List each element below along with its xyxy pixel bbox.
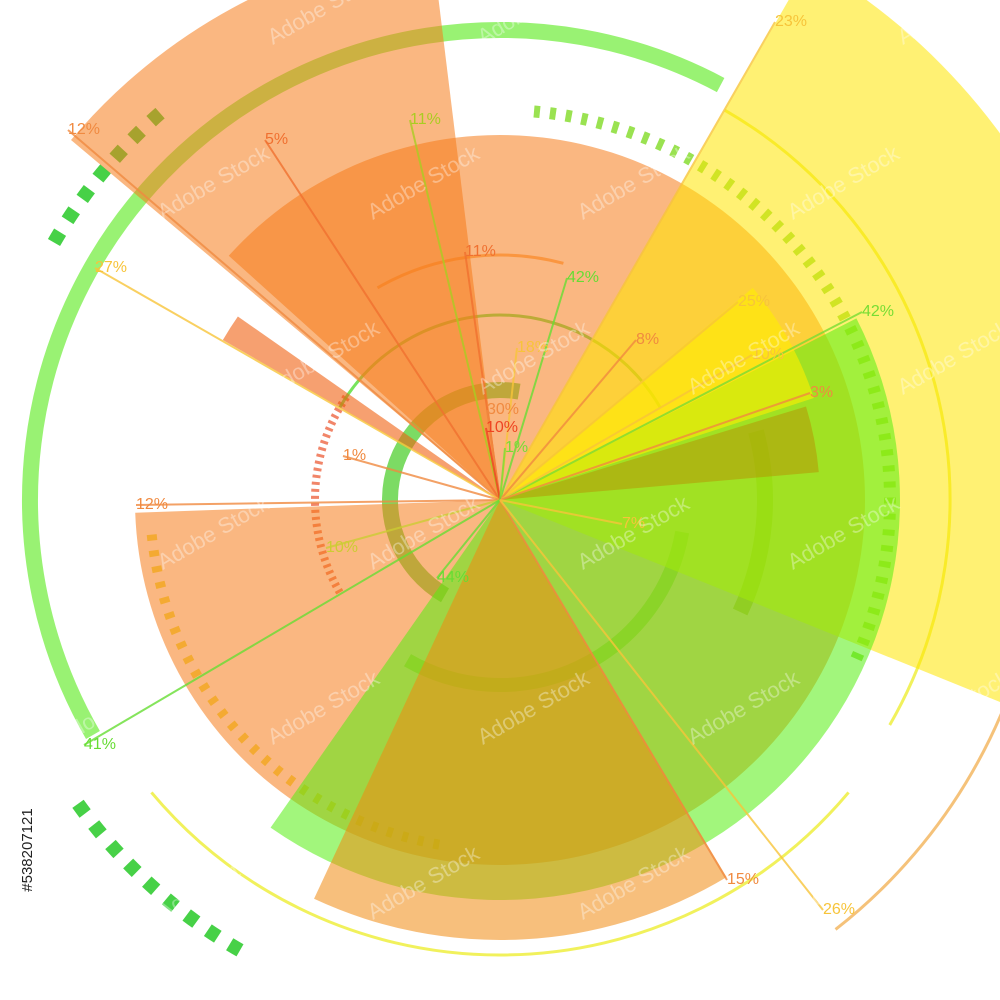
ring-arc [533,105,896,668]
percent-label: 10% [486,419,518,436]
leader-line [264,139,501,501]
ring-arc [311,391,352,595]
percent-label: 7% [622,515,645,532]
wedge [500,287,814,500]
watermark: Adobe Stock [993,840,1000,925]
percent-label: 25% [738,293,770,310]
leader-line [83,499,501,746]
leader-line [485,427,501,501]
ring-arc [150,791,850,957]
percent-label: 27% [95,259,127,276]
shapes [22,0,1000,957]
leader-line [342,455,501,501]
leader-line [499,311,863,501]
leader-line [499,499,728,881]
leader-line [499,499,623,525]
percent-label: 8% [636,331,659,348]
wedge [500,406,819,500]
percent-label: 23% [775,13,807,30]
leader-line [499,339,637,501]
leader-line [94,267,501,501]
percent-label: 1% [343,447,366,464]
percent-label: 10% [752,346,784,363]
ring-arc [68,794,244,957]
watermark: Adobe Stock [893,0,1000,49]
ring-arc [834,712,1000,931]
leader-line [436,499,501,579]
percent-label: 44% [437,569,469,586]
leader-line [499,447,506,501]
percent-label: 12% [136,496,168,513]
stock-id: #538207121 [19,808,36,891]
leader-line [67,129,501,501]
percent-label: 26% [823,901,855,918]
percent-label: 42% [862,303,894,320]
leader-line [409,119,501,501]
leader-line [499,392,811,501]
percent-label: 42% [567,269,599,286]
leader-line [135,499,501,506]
percent-label: 15% [727,871,759,888]
leader-line [499,21,776,501]
leader-line [499,277,568,501]
percent-label: 3% [810,384,833,401]
percent-label: 5% [265,131,288,148]
percent-label: 30% [487,401,519,418]
leader-line [499,354,753,501]
percent-label: 10% [326,539,358,556]
leader-line [499,499,824,911]
wedge [314,500,727,940]
percent-label: 11% [465,243,496,260]
percent-label: 18% [517,339,549,356]
percent-label: 1% [505,439,528,456]
leader-line [499,301,739,501]
watermark: Adobe Stock [53,0,174,49]
percent-label: 41% [84,736,116,753]
percent-label: 12% [68,121,100,138]
percent-label: 11% [410,111,441,128]
leader-line [325,499,501,549]
wedge [222,316,500,500]
